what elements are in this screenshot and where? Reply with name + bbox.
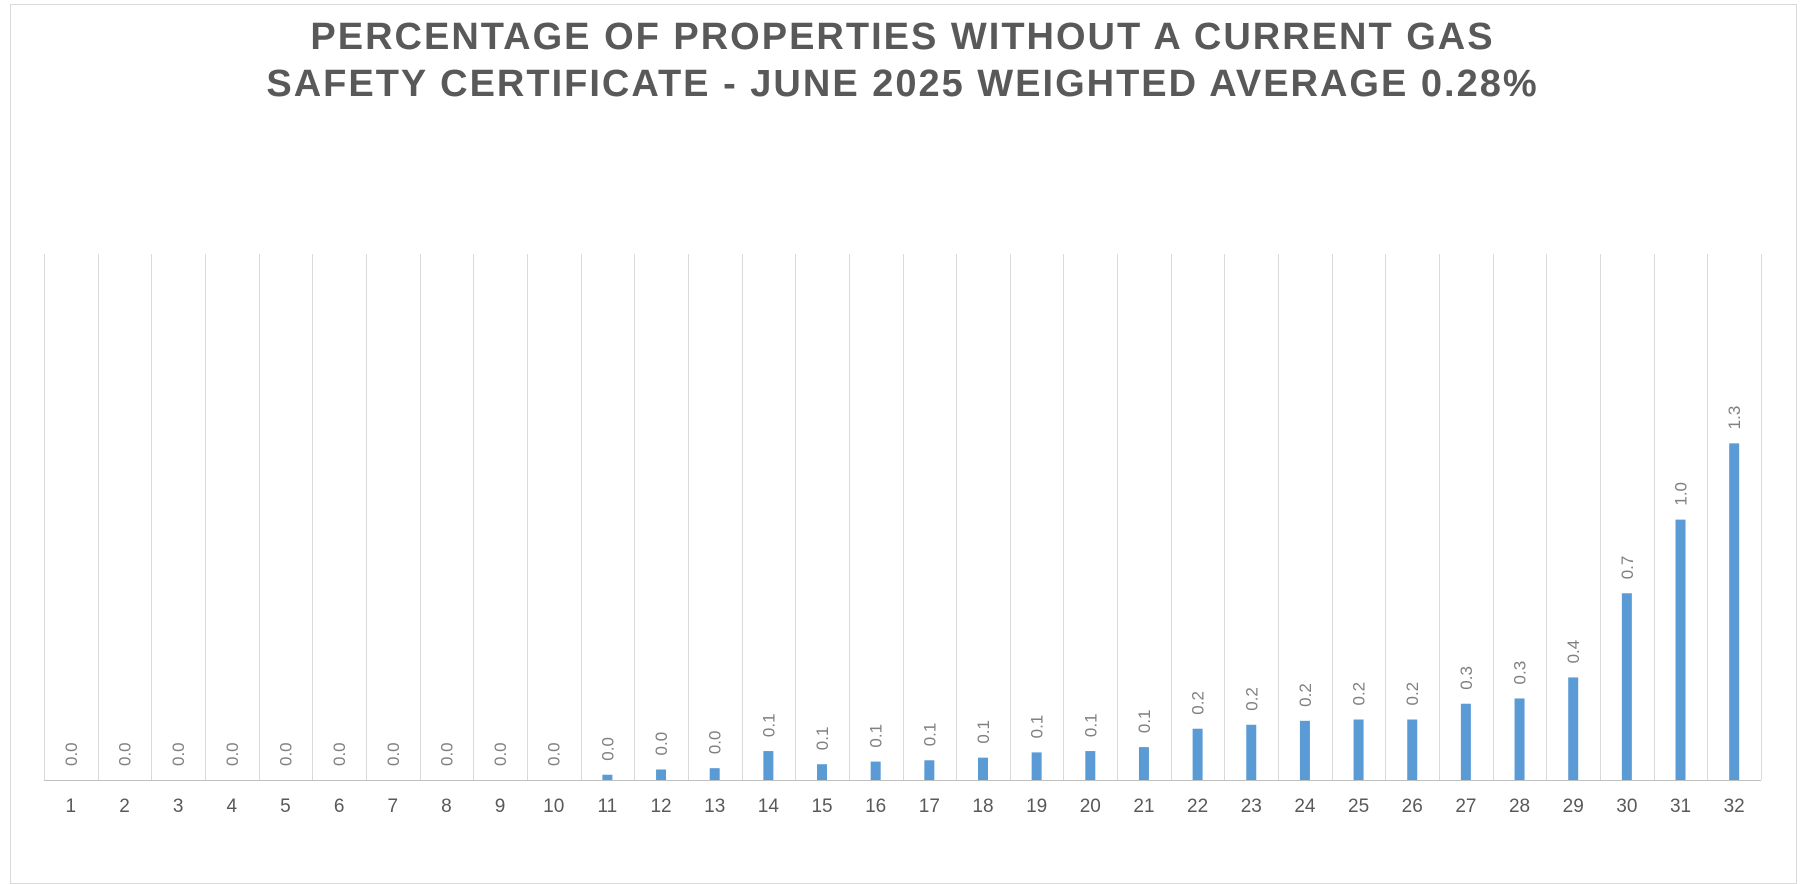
data-label-28: 0.3	[1511, 661, 1530, 685]
x-tick-label-22: 22	[1187, 796, 1208, 817]
bar-chart: 1 0.0 2 0.0 3 0.0 4 0.0 5 0.0 6 0.0 7 0.0 8 0.0 9 0.0 10 0.…	[44, 254, 1762, 817]
data-label-16: 0.1	[867, 724, 886, 748]
data-label-31: 1.0	[1672, 482, 1691, 506]
bar-28	[1514, 698, 1525, 780]
data-label-8: 0.0	[437, 742, 456, 766]
data-label-17: 0.1	[920, 723, 939, 747]
bar-14	[763, 751, 774, 780]
x-tick-label-7: 7	[387, 796, 398, 817]
bar-16	[870, 761, 881, 780]
x-tick-label-26: 26	[1402, 796, 1423, 817]
data-label-1: 0.0	[62, 742, 81, 766]
bar-23	[1246, 724, 1257, 780]
x-tick-label-8: 8	[441, 796, 452, 817]
data-label-21: 0.1	[1135, 709, 1154, 733]
x-tick-label-16: 16	[865, 796, 886, 817]
data-label-4: 0.0	[223, 742, 242, 766]
data-label-19: 0.1	[1028, 715, 1047, 739]
data-label-20: 0.1	[1081, 713, 1100, 737]
x-tick-label-24: 24	[1294, 796, 1316, 817]
x-tick-label-4: 4	[227, 796, 238, 817]
bar-31	[1675, 519, 1686, 780]
x-tick-label-30: 30	[1616, 796, 1637, 817]
bar-17	[924, 760, 935, 780]
bar-29	[1568, 677, 1579, 780]
data-label-11: 0.0	[598, 737, 617, 761]
data-label-2: 0.0	[115, 742, 134, 766]
bar-30	[1621, 593, 1632, 780]
chart-title-line-2: SAFETY CERTIFICATE - JUNE 2025 WEIGHTED …	[266, 63, 1539, 105]
bar-18	[977, 757, 988, 780]
data-label-32: 1.3	[1725, 406, 1744, 430]
x-tick-label-5: 5	[280, 796, 291, 817]
bar-25	[1353, 719, 1364, 780]
data-label-14: 0.1	[759, 713, 778, 737]
x-tick-label-17: 17	[919, 796, 940, 817]
data-label-5: 0.0	[276, 742, 295, 766]
data-label-10: 0.0	[545, 742, 564, 766]
x-tick-label-21: 21	[1133, 796, 1154, 817]
x-tick-label-3: 3	[173, 796, 184, 817]
bar-20	[1085, 751, 1096, 780]
bar-13	[709, 768, 720, 780]
bar-32	[1729, 443, 1740, 780]
data-label-25: 0.2	[1350, 682, 1369, 706]
data-label-15: 0.1	[813, 727, 832, 751]
data-label-12: 0.0	[652, 732, 671, 756]
x-tick-label-31: 31	[1670, 796, 1691, 817]
x-tick-label-1: 1	[66, 796, 77, 817]
x-tick-label-12: 12	[650, 796, 671, 817]
x-tick-label-13: 13	[704, 796, 725, 817]
x-tick-label-27: 27	[1455, 796, 1476, 817]
data-label-30: 0.7	[1618, 556, 1637, 580]
data-label-24: 0.2	[1296, 683, 1315, 707]
x-tick-label-19: 19	[1026, 796, 1047, 817]
x-tick-label-9: 9	[495, 796, 506, 817]
x-tick-label-20: 20	[1080, 796, 1101, 817]
bar-24	[1299, 720, 1310, 780]
data-label-13: 0.0	[706, 731, 725, 755]
bar-19	[1031, 752, 1042, 780]
data-label-6: 0.0	[330, 742, 349, 766]
x-tick-label-32: 32	[1724, 796, 1745, 817]
x-tick-label-6: 6	[334, 796, 345, 817]
bar-11	[602, 774, 613, 780]
bar-22	[1192, 728, 1203, 780]
data-label-9: 0.0	[491, 742, 510, 766]
data-label-29: 0.4	[1564, 640, 1583, 664]
data-label-7: 0.0	[384, 742, 403, 766]
bar-26	[1407, 719, 1418, 780]
x-tick-label-11: 11	[598, 796, 618, 817]
x-tick-label-18: 18	[972, 796, 993, 817]
x-tick-label-15: 15	[811, 796, 832, 817]
data-label-18: 0.1	[974, 720, 993, 744]
chart-title-line-1: PERCENTAGE OF PROPERTIES WITHOUT A CURRE…	[310, 16, 1495, 58]
x-tick-label-2: 2	[119, 796, 130, 817]
x-tick-label-14: 14	[758, 796, 780, 817]
data-label-26: 0.2	[1403, 682, 1422, 706]
data-label-23: 0.2	[1242, 687, 1261, 711]
bar-27	[1460, 703, 1471, 780]
data-label-3: 0.0	[169, 742, 188, 766]
x-tick-label-28: 28	[1509, 796, 1530, 817]
x-tick-label-29: 29	[1563, 796, 1584, 817]
data-label-27: 0.3	[1457, 666, 1476, 690]
bar-21	[1138, 747, 1149, 780]
chart-title: PERCENTAGE OF PROPERTIES WITHOUT A CURRE…	[0, 14, 1805, 108]
x-tick-label-25: 25	[1348, 796, 1369, 817]
x-tick-label-23: 23	[1241, 796, 1262, 817]
data-label-22: 0.2	[1189, 691, 1208, 715]
bar-15	[817, 764, 828, 780]
bar-12	[656, 769, 667, 780]
x-tick-label-10: 10	[543, 796, 564, 817]
